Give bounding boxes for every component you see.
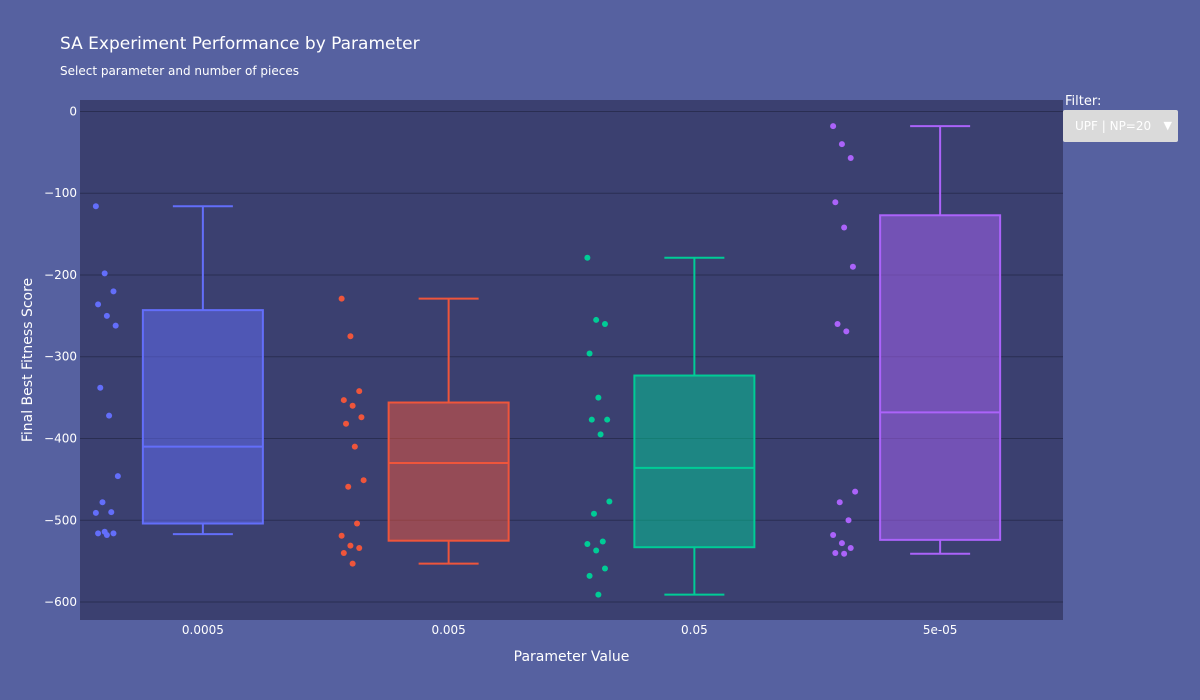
data-point <box>110 530 117 537</box>
data-point <box>338 295 345 302</box>
data-point <box>99 499 106 506</box>
data-point <box>108 509 115 516</box>
data-point <box>852 488 859 495</box>
chevron-down-icon: ▼ <box>1163 119 1172 132</box>
data-point <box>586 572 593 579</box>
x-tick-label: 5e-05 <box>923 623 958 637</box>
data-point <box>832 199 839 206</box>
data-point <box>106 412 113 419</box>
data-point <box>584 540 591 547</box>
data-point <box>599 538 606 545</box>
data-point <box>849 263 856 270</box>
data-point <box>349 402 356 409</box>
y-axis-title: Final Best Fitness Score <box>20 278 36 442</box>
x-axis-title: Parameter Value <box>514 649 630 665</box>
data-point <box>590 510 597 517</box>
data-point <box>593 316 600 323</box>
data-point <box>97 384 104 391</box>
data-point <box>110 288 117 295</box>
data-point <box>349 560 356 567</box>
data-point <box>604 416 611 423</box>
data-point <box>347 542 354 549</box>
y-tick-label: −200 <box>44 268 77 282</box>
filter-dropdown[interactable]: UPF | NP=20 ▼ <box>1063 110 1178 142</box>
data-point <box>340 397 347 404</box>
data-point <box>343 420 350 427</box>
box-iqr <box>387 401 510 542</box>
data-point <box>601 565 608 572</box>
data-point <box>95 301 102 308</box>
data-point <box>830 531 837 538</box>
data-point <box>92 509 99 516</box>
data-point <box>358 414 365 421</box>
data-point <box>101 270 108 277</box>
data-point <box>345 483 352 490</box>
data-point <box>832 549 839 556</box>
data-point <box>601 321 608 328</box>
data-point <box>360 477 367 484</box>
filter-label: Filter: <box>1065 94 1102 109</box>
box-iqr <box>141 309 264 525</box>
data-point <box>112 322 119 329</box>
data-point <box>606 498 613 505</box>
data-point <box>340 549 347 556</box>
data-point <box>338 532 345 539</box>
data-point <box>841 550 848 557</box>
data-point <box>836 499 843 506</box>
data-point <box>92 203 99 210</box>
x-tick-label: 0.005 <box>431 623 465 637</box>
chart-title: SA Experiment Performance by Parameter <box>60 34 420 54</box>
data-point <box>595 394 602 401</box>
y-tick-label: 0 <box>69 104 77 118</box>
x-tick-label: 0.05 <box>681 623 708 637</box>
data-point <box>834 321 841 328</box>
data-point <box>847 155 854 162</box>
y-tick-label: −400 <box>44 431 77 445</box>
data-point <box>597 431 604 438</box>
data-point <box>841 224 848 231</box>
filter-selected-value: UPF | NP=20 <box>1075 119 1152 133</box>
data-point <box>95 530 102 537</box>
data-point <box>103 531 110 538</box>
data-point <box>586 350 593 357</box>
data-point <box>103 312 110 319</box>
data-point <box>584 254 591 261</box>
y-tick-label: −300 <box>44 350 77 364</box>
y-tick-label: −600 <box>44 595 77 609</box>
data-point <box>356 388 363 395</box>
data-point <box>351 443 358 450</box>
box-iqr <box>879 214 1002 541</box>
data-point <box>354 520 361 527</box>
box-iqr <box>633 374 756 549</box>
y-tick-label: −100 <box>44 186 77 200</box>
data-point <box>356 545 363 552</box>
data-point <box>347 333 354 340</box>
data-point <box>593 547 600 554</box>
data-point <box>845 517 852 524</box>
data-point <box>595 591 602 598</box>
chart-subtitle: Select parameter and number of pieces <box>60 64 299 78</box>
x-tick-label: 0.0005 <box>182 623 224 637</box>
y-tick-label: −500 <box>44 513 77 527</box>
data-point <box>847 545 854 552</box>
data-point <box>838 540 845 547</box>
data-point <box>588 416 595 423</box>
data-point <box>843 328 850 335</box>
data-point <box>114 473 121 480</box>
data-point <box>838 141 845 148</box>
data-point <box>830 123 837 130</box>
